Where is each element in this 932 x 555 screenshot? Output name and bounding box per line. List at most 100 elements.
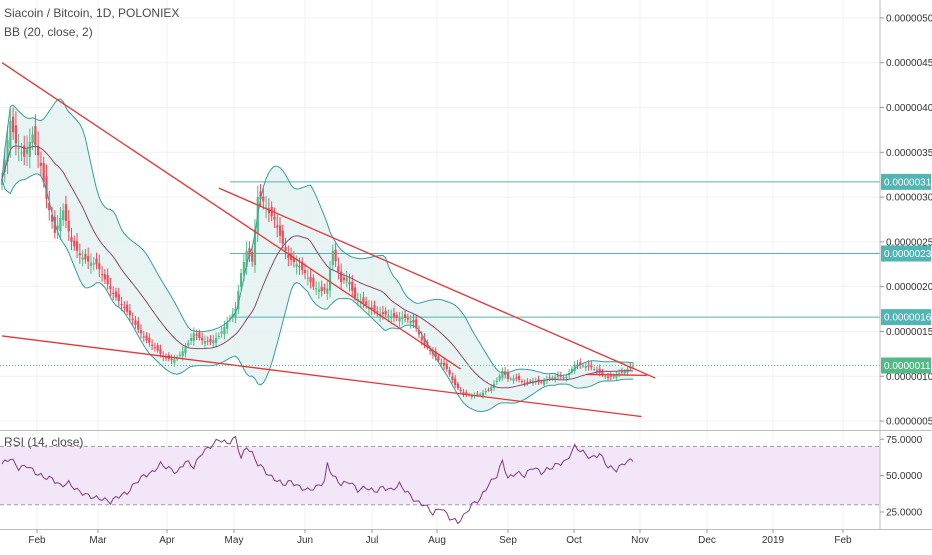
candle-body xyxy=(20,152,23,154)
candle-body xyxy=(201,337,204,341)
candle-body xyxy=(556,375,560,377)
x-tick-label: Oct xyxy=(566,535,582,546)
trendline xyxy=(1,335,642,418)
candle-body xyxy=(517,376,521,380)
candle-body xyxy=(484,391,487,393)
candle-body xyxy=(440,362,443,364)
candle-body xyxy=(612,375,615,378)
candle-body xyxy=(134,320,137,325)
trendline xyxy=(585,373,647,377)
candle-body xyxy=(384,310,387,315)
candle-body xyxy=(581,365,585,367)
candle-body xyxy=(404,314,407,319)
candle-body xyxy=(87,256,90,262)
candle-body xyxy=(501,370,504,378)
candle-body xyxy=(28,141,31,157)
candle-body xyxy=(370,307,373,310)
candle-body xyxy=(170,359,173,361)
candle-body xyxy=(17,147,20,149)
x-tick-label: 2019 xyxy=(762,535,785,546)
candle-body xyxy=(306,277,309,279)
candle-body xyxy=(620,371,624,373)
candle-body xyxy=(434,351,437,358)
candle-body xyxy=(3,159,6,173)
candle-body xyxy=(192,333,195,341)
rsi-tick-label: 25.0000 xyxy=(886,508,923,519)
candle-body xyxy=(273,216,276,220)
candle-body xyxy=(153,347,156,349)
candle-body xyxy=(212,340,215,344)
candle-body xyxy=(64,204,68,221)
candle-body xyxy=(81,257,84,260)
candle-body xyxy=(584,366,587,368)
candle-body xyxy=(100,274,104,276)
candle-body xyxy=(89,262,93,266)
candle-body xyxy=(267,208,270,214)
candle-body xyxy=(114,291,118,298)
x-tick-label: Sep xyxy=(499,535,517,546)
candle-body xyxy=(362,297,365,303)
candle-body xyxy=(92,263,95,265)
candle-body xyxy=(301,262,304,271)
candle-body xyxy=(214,338,218,343)
candle-body xyxy=(470,395,473,398)
candle-body xyxy=(462,392,465,395)
candle-body xyxy=(412,320,415,323)
candle-body xyxy=(543,381,546,385)
candle-body xyxy=(398,318,401,322)
candle-body xyxy=(487,389,490,391)
last-price-tag xyxy=(881,357,931,374)
candle-body xyxy=(239,273,243,287)
candle-body xyxy=(609,375,612,377)
candle-body xyxy=(23,145,26,157)
candle-body xyxy=(448,369,451,375)
candle-body xyxy=(98,263,101,270)
candle-body xyxy=(73,240,76,247)
candle-body xyxy=(287,254,290,258)
rsi-band-fill xyxy=(0,446,880,505)
price-pane[interactable] xyxy=(0,62,880,418)
candle-body xyxy=(12,116,15,133)
candle-body xyxy=(223,326,226,335)
candle-body xyxy=(523,383,526,385)
candle-body xyxy=(298,265,301,268)
candle-body xyxy=(151,344,154,346)
rsi-tick-label: 75.0000 xyxy=(886,435,923,446)
candle-body xyxy=(595,370,599,372)
x-tick-label: Nov xyxy=(631,535,649,546)
candle-body xyxy=(317,289,321,292)
candle-body xyxy=(48,202,51,211)
candle-body xyxy=(498,375,501,380)
rsi-pane[interactable] xyxy=(0,435,880,525)
candle-body xyxy=(6,140,9,162)
candle-body xyxy=(490,386,493,391)
candle-body xyxy=(409,321,412,324)
candle-body xyxy=(348,281,351,285)
level-price-label: 0.00000166 xyxy=(884,313,932,324)
candle-body xyxy=(209,338,212,343)
grid-lines xyxy=(0,0,880,528)
candle-body xyxy=(292,257,295,263)
candle-body xyxy=(345,277,348,282)
candle-body xyxy=(67,220,70,232)
candle-body xyxy=(601,371,604,375)
candle-body xyxy=(189,338,193,341)
candle-body xyxy=(570,368,573,373)
candle-body xyxy=(278,225,282,236)
candle-body xyxy=(320,286,323,292)
rsi-tick-label: 50.0000 xyxy=(886,471,923,482)
candle-body xyxy=(387,315,390,318)
candle-body xyxy=(554,376,557,380)
candle-body xyxy=(31,134,34,144)
x-tick-label: Apr xyxy=(159,535,175,546)
candle-body xyxy=(437,356,440,361)
candle-body xyxy=(445,363,448,370)
candle-body xyxy=(526,381,529,383)
candle-body xyxy=(520,381,523,383)
